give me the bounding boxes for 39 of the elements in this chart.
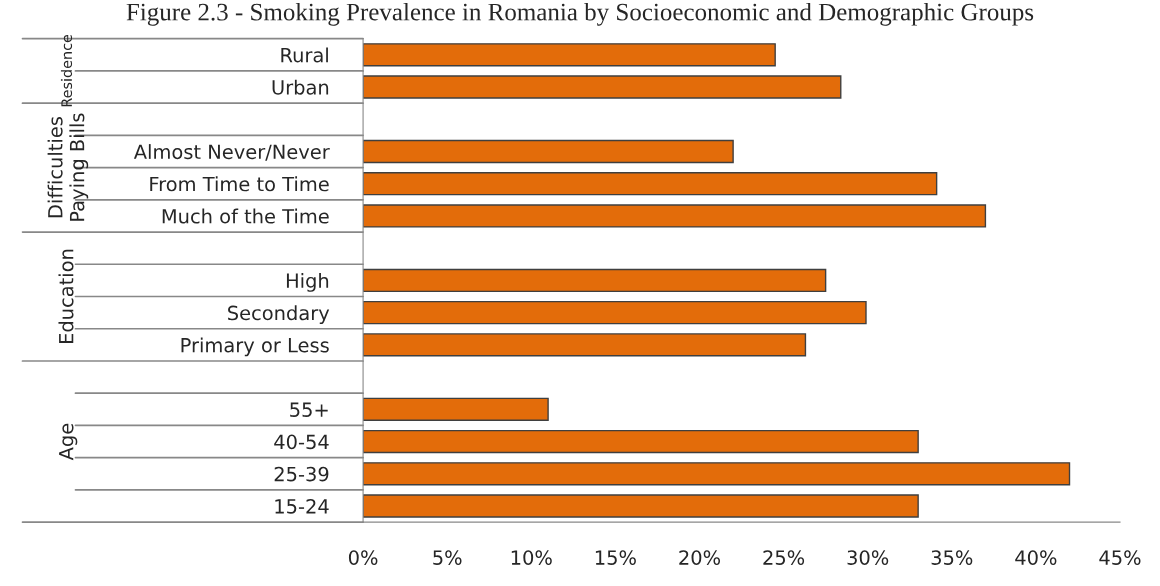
bar xyxy=(363,462,1071,486)
y-tick-label: Much of the Time xyxy=(162,208,329,224)
x-tick-label: 45% xyxy=(1099,550,1141,565)
bar xyxy=(363,172,938,196)
y-tick-label: Rural xyxy=(281,47,328,63)
text: Education xyxy=(58,249,74,344)
y-tick-label: Primary or Less xyxy=(181,337,329,357)
bar xyxy=(363,494,919,518)
x-tick-label: 10% xyxy=(511,550,552,565)
bar xyxy=(363,139,734,164)
x-tick-label: 40% xyxy=(1015,550,1057,565)
y-tick-label: Urban xyxy=(272,79,329,95)
text: Age xyxy=(59,423,78,461)
text: Residence xyxy=(60,34,73,107)
text: Difficulties Paying Bills xyxy=(47,113,89,221)
y-tick-label: Secondary xyxy=(228,305,330,325)
x-tick-label: 15% xyxy=(595,550,636,565)
bar xyxy=(363,204,987,228)
x-tick-label: 35% xyxy=(931,550,973,565)
y-tick-label: From Time to Time xyxy=(150,176,329,192)
x-tick-label: 0% xyxy=(348,550,378,565)
x-tick-label: 30% xyxy=(847,550,889,565)
bar xyxy=(363,300,867,325)
bar xyxy=(363,75,842,99)
y-tick-label: Almost Never/Never xyxy=(133,144,330,161)
bar xyxy=(363,268,827,293)
y-tick-label: 40-54 xyxy=(274,434,329,450)
bar xyxy=(363,333,807,357)
bar xyxy=(363,397,549,421)
bar xyxy=(363,429,919,454)
y-tick-label: 55+ xyxy=(290,402,328,417)
y-tick-label: 25-39 xyxy=(274,466,329,482)
x-tick-label: 25% xyxy=(763,550,805,565)
x-tick-label: 5% xyxy=(433,550,462,565)
y-tick-label: 15-24 xyxy=(275,498,329,514)
x-tick-label: 20% xyxy=(679,550,721,565)
bar xyxy=(363,43,776,67)
y-tick-label: High xyxy=(286,273,329,292)
chart-title: Figure 2.3 - Smoking Prevalence in Romania by Socioeconomic and Demographic Groups xyxy=(126,2,1034,26)
